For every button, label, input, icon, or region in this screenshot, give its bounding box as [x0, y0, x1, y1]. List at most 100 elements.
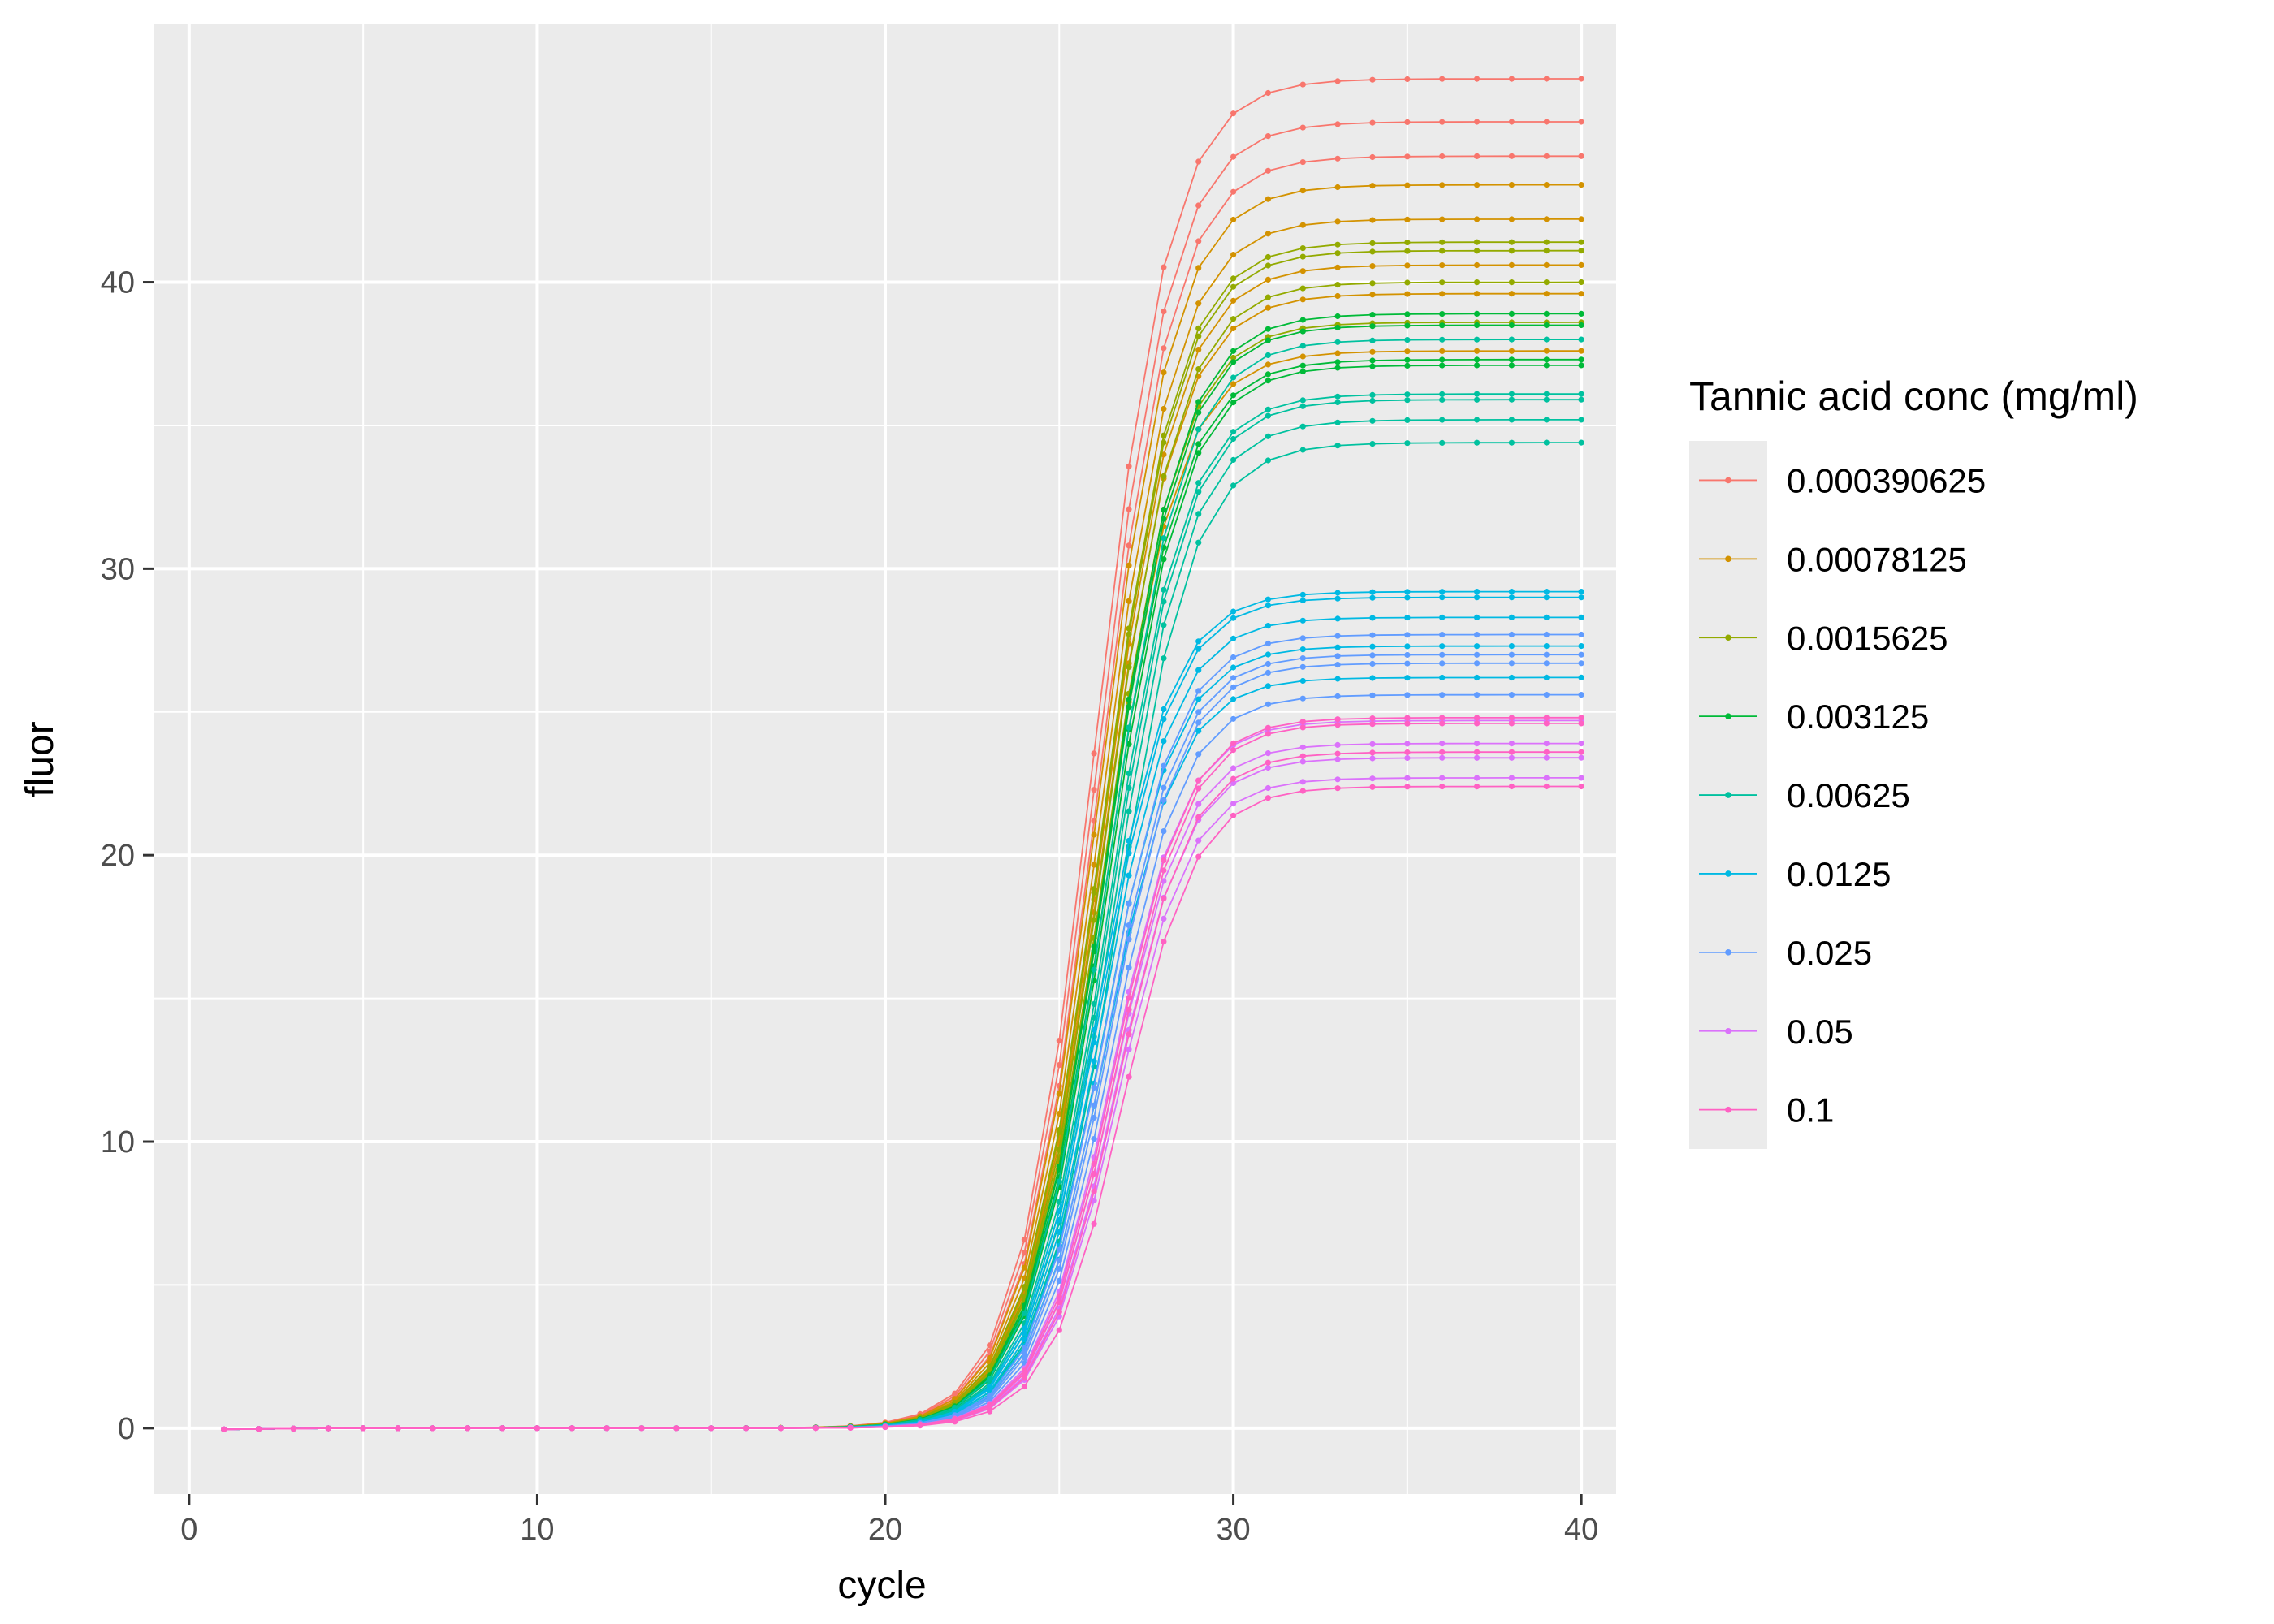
data-point — [1543, 396, 1550, 403]
data-point — [1334, 393, 1341, 400]
data-point — [1474, 239, 1481, 245]
x-tick-label: 10 — [520, 1513, 554, 1547]
data-point — [1543, 589, 1550, 595]
data-point — [1265, 660, 1271, 667]
data-point — [1474, 614, 1481, 621]
data-point — [1161, 622, 1167, 628]
data-point — [1195, 480, 1202, 486]
data-point — [1474, 651, 1481, 658]
data-point — [1265, 724, 1271, 731]
data-point — [1508, 674, 1515, 681]
data-point — [1543, 348, 1550, 354]
data-point — [1439, 439, 1446, 447]
data-point — [1369, 280, 1376, 287]
data-point — [1265, 433, 1271, 439]
data-point — [1334, 785, 1341, 792]
data-point — [1334, 662, 1341, 668]
data-point — [1439, 749, 1446, 755]
data-point — [1578, 674, 1584, 681]
data-point — [1299, 617, 1306, 624]
data-point — [1195, 238, 1202, 244]
data-point — [1508, 643, 1515, 650]
data-point — [1474, 182, 1481, 188]
data-point — [1369, 589, 1376, 595]
data-point — [1404, 119, 1411, 125]
data-point — [1299, 268, 1306, 274]
data-point — [1299, 285, 1306, 292]
data-point — [1126, 936, 1132, 943]
data-point — [1543, 720, 1550, 727]
data-point — [1543, 279, 1550, 286]
data-point — [1161, 738, 1167, 745]
series-layer — [221, 76, 1584, 1432]
data-point — [1126, 562, 1132, 569]
legend-entries: 0.000390625 0.00078125 0.0015625 0.003125 0.… — [1699, 461, 1986, 1129]
data-point — [1195, 837, 1202, 844]
data-point — [1439, 76, 1446, 82]
data-point — [1369, 391, 1376, 398]
data-point — [1508, 261, 1515, 268]
data-point — [1161, 867, 1167, 874]
data-point — [1369, 652, 1376, 659]
data-point — [1439, 715, 1446, 721]
data-point — [743, 1425, 750, 1432]
data-point — [1369, 119, 1376, 126]
data-point — [1369, 248, 1376, 255]
data-point — [1508, 248, 1515, 254]
data-point — [1195, 728, 1202, 734]
data-point — [1299, 719, 1306, 725]
data-point — [1369, 153, 1376, 161]
data-point — [1230, 780, 1237, 787]
data-point — [1508, 589, 1515, 595]
data-point — [1369, 632, 1376, 638]
data-point — [1578, 153, 1584, 159]
data-point — [1195, 709, 1202, 715]
data-point — [708, 1425, 715, 1432]
x-tick-label: 40 — [1564, 1513, 1598, 1547]
data-point — [1299, 159, 1306, 166]
data-point — [1508, 356, 1515, 363]
data-point — [1543, 417, 1550, 423]
data-point — [1404, 391, 1411, 398]
data-point — [1161, 939, 1167, 945]
data-point — [1230, 747, 1237, 754]
data-point — [1299, 788, 1306, 794]
data-point — [1508, 614, 1515, 621]
data-point — [1091, 1188, 1097, 1194]
data-point — [1439, 741, 1446, 747]
data-point — [847, 1424, 854, 1431]
data-point — [1334, 595, 1341, 602]
data-point — [1334, 350, 1341, 356]
data-point — [1230, 740, 1237, 747]
data-point — [1334, 633, 1341, 639]
data-point — [1195, 489, 1202, 495]
data-point — [1265, 731, 1271, 737]
data-point — [603, 1425, 610, 1432]
data-point — [1265, 412, 1271, 419]
data-point — [1056, 1277, 1062, 1284]
data-point — [1404, 589, 1411, 595]
data-point — [1578, 589, 1584, 595]
data-point — [1265, 304, 1271, 311]
data-point — [1404, 660, 1411, 667]
data-point — [1299, 724, 1306, 731]
data-point — [987, 1408, 993, 1415]
y-tick-label: 0 — [118, 1412, 135, 1446]
data-point — [1299, 758, 1306, 765]
data-point — [1265, 603, 1271, 609]
x-tick-label: 0 — [180, 1513, 197, 1547]
data-point — [1439, 356, 1446, 363]
data-point — [1404, 615, 1411, 621]
data-point — [1508, 362, 1515, 369]
legend-label: 0.003125 — [1787, 698, 1929, 736]
data-point — [1369, 397, 1376, 404]
data-point — [1299, 591, 1306, 598]
data-point — [1056, 1299, 1062, 1306]
data-point — [1543, 651, 1550, 658]
data-point — [1439, 720, 1446, 727]
data-point — [1474, 248, 1481, 254]
data-point — [1334, 716, 1341, 723]
data-point — [1578, 119, 1584, 125]
data-point — [1334, 776, 1341, 783]
data-point — [1230, 325, 1237, 332]
